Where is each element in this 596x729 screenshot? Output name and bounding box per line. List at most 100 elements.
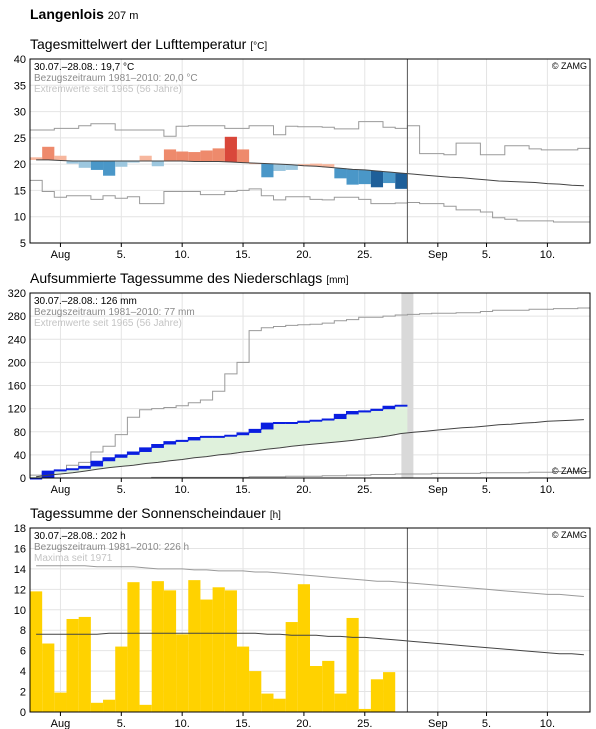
x-tick-label: 5. — [482, 718, 491, 729]
temperature-bar — [115, 160, 128, 167]
chart-unit: [h] — [270, 510, 281, 521]
temperature-bar — [346, 169, 359, 185]
x-tick-label: 5. — [117, 249, 126, 261]
y-tick-label: 16 — [14, 543, 26, 555]
y-tick-label: 120 — [8, 404, 26, 416]
temperature-bar — [54, 155, 67, 161]
x-tick-label: Sep — [428, 484, 448, 496]
temperature-bar — [66, 160, 79, 164]
sunshine-bar — [370, 679, 384, 712]
temperature-bar — [273, 164, 286, 171]
x-tick-label: 10. — [175, 484, 190, 496]
precipitation-increment — [224, 435, 237, 437]
legend-entry: Extremwerte seit 1965 (56 Jahre) — [34, 84, 182, 95]
precipitation-increment — [188, 437, 201, 441]
sunshine-bar — [249, 671, 262, 712]
precipitation-increment — [261, 423, 274, 430]
x-tick-label: 10. — [175, 718, 190, 729]
y-tick-label: 4 — [20, 666, 26, 678]
surplus-area — [30, 405, 408, 478]
x-tick-label: 10. — [540, 718, 555, 729]
min-line — [30, 179, 590, 223]
temperature-bar — [310, 163, 323, 167]
sunshine-bar — [78, 616, 91, 712]
x-tick-label: 5. — [482, 249, 491, 261]
plot-frame — [29, 527, 591, 713]
y-tick-label: 10 — [14, 212, 26, 224]
credit-label: © ZAMG — [552, 466, 587, 476]
plot-frame — [29, 292, 591, 479]
x-tick-label: Aug — [51, 718, 71, 729]
max-line — [30, 121, 590, 156]
plot-area — [30, 59, 590, 243]
y-tick-label: 5 — [20, 238, 26, 250]
station-elevation: 207 m — [107, 10, 139, 22]
reference-line — [36, 419, 584, 478]
precipitation-increment — [249, 429, 262, 433]
chart-unit: [°C] — [250, 41, 267, 52]
sunshine-bar — [200, 599, 213, 712]
precipitation-increment — [66, 468, 79, 471]
credit-label: © ZAMG — [552, 61, 587, 71]
temperature-bar — [285, 164, 298, 170]
y-tick-label: 15 — [14, 185, 26, 197]
legend-entry: Bezugszeitraum 1981–2010: 77 mm — [34, 307, 195, 318]
y-tick-label: 25 — [14, 133, 26, 145]
temperature-bar — [78, 160, 91, 168]
temperature-bar — [236, 149, 250, 163]
y-tick-label: 30 — [14, 107, 26, 119]
sunshine-bar — [127, 582, 140, 712]
x-tick-label: 15. — [235, 718, 250, 729]
chart-title: Aufsummierte Tagessumme des Niederschlag… — [30, 270, 349, 286]
x-tick-label: 10. — [540, 484, 555, 496]
reference-line — [36, 159, 584, 187]
sunshine-bar — [261, 693, 274, 712]
legend-entry: Bezugszeitraum 1981–2010: 20,0 °C — [34, 73, 198, 84]
sunshine-bar — [310, 666, 323, 712]
precipitation-increment — [42, 471, 55, 478]
sunshine-bar — [90, 702, 104, 712]
precipitation-increment — [297, 421, 310, 423]
y-tick-label: 160 — [8, 381, 26, 393]
temperature-bar — [261, 163, 274, 178]
temperature-bar — [90, 160, 104, 170]
chart-sunshine: Tagessumme der Sonnenscheindauer [h] 0 2 4 6 8… — [14, 505, 591, 729]
precipitation-increment — [176, 440, 189, 442]
station-name: Langenlois — [30, 6, 104, 22]
y-tick-label: 40 — [14, 54, 26, 66]
precipitation-increment — [127, 451, 140, 455]
sunshine-bar — [297, 584, 310, 712]
precipitation-increment — [151, 444, 164, 448]
temperature-bar — [163, 149, 177, 161]
sunshine-bar — [163, 590, 177, 712]
temperature-bar — [30, 157, 43, 160]
sunshine-bar — [54, 692, 67, 712]
x-tick-label: 10. — [540, 249, 555, 261]
temperature-bar — [370, 170, 384, 188]
reference-line — [36, 632, 584, 656]
credit-label: © ZAMG — [552, 530, 587, 540]
y-tick-label: 12 — [14, 584, 26, 596]
y-tick-label: 18 — [14, 523, 26, 535]
sunshine-bar — [115, 646, 128, 712]
temperature-bar — [42, 146, 55, 160]
x-tick-label: 15. — [235, 249, 250, 261]
legend-entry: 30.07.–28.08.: 202 h — [34, 531, 126, 542]
temperature-bar — [212, 148, 225, 162]
plot-frame — [29, 58, 591, 244]
temperature-bar — [188, 152, 201, 162]
temperature-bar — [322, 164, 335, 168]
temperature-bar — [297, 164, 310, 166]
sunshine-bar — [334, 693, 347, 712]
x-tick-label: Aug — [51, 484, 71, 496]
x-tick-label: 5. — [117, 718, 126, 729]
sunshine-bar — [188, 580, 201, 712]
precipitation-increment — [30, 478, 43, 480]
y-tick-label: 35 — [14, 80, 26, 92]
today-band — [401, 293, 414, 478]
sunshine-bar — [224, 590, 237, 712]
sunshine-bar — [212, 587, 225, 712]
y-tick-label: 0 — [20, 473, 26, 485]
sunshine-bar — [273, 698, 286, 712]
precipitation-increment — [310, 420, 323, 422]
